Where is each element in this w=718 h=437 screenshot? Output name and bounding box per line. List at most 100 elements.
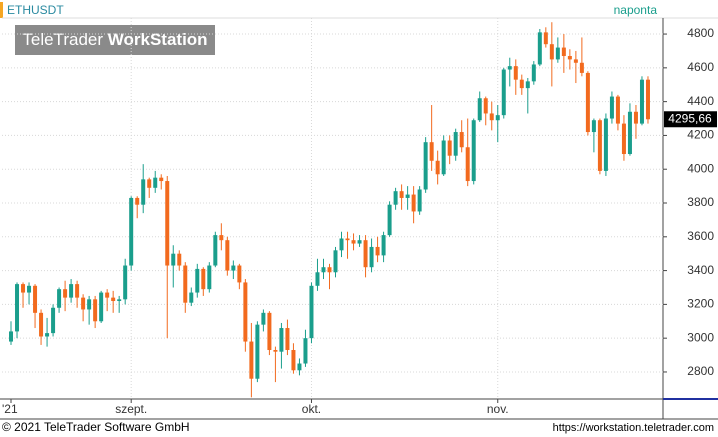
x-tick-label: szept. bbox=[115, 402, 147, 416]
watermark-box bbox=[15, 25, 215, 55]
candle-body bbox=[573, 59, 578, 63]
watermark: TeleTrader WorkStation bbox=[22, 30, 207, 49]
candle-body bbox=[123, 265, 128, 300]
candle-body bbox=[531, 64, 536, 82]
y-tick-label: 4000 bbox=[687, 161, 714, 175]
candle-body bbox=[507, 66, 512, 70]
candle-body bbox=[597, 120, 602, 171]
candle-body bbox=[15, 284, 20, 332]
candle-body bbox=[201, 268, 206, 290]
candle-body bbox=[51, 307, 56, 334]
candle-body bbox=[351, 240, 356, 244]
x-tick-label: okt. bbox=[302, 402, 321, 416]
candle-body bbox=[159, 177, 164, 182]
candle-body bbox=[435, 160, 440, 175]
candle-body bbox=[171, 253, 176, 266]
candle-body bbox=[621, 123, 626, 155]
candle-body bbox=[345, 238, 350, 241]
candle-body bbox=[249, 341, 254, 379]
candle-body bbox=[327, 267, 332, 273]
candle-body bbox=[405, 194, 410, 198]
candle-body bbox=[567, 56, 572, 60]
candle-body bbox=[369, 246, 374, 268]
candle-body bbox=[549, 44, 554, 60]
candle-body bbox=[429, 142, 434, 161]
candle-body bbox=[147, 179, 152, 188]
candle-body bbox=[639, 79, 644, 124]
candle-body bbox=[93, 299, 98, 322]
y-tick-label: 4800 bbox=[687, 26, 714, 40]
watermark-part: TeleTrader bbox=[22, 30, 107, 49]
candle-body bbox=[33, 285, 38, 313]
candle-body bbox=[603, 118, 608, 171]
y-tick-label: 3000 bbox=[687, 330, 714, 344]
candle-body bbox=[279, 328, 284, 352]
candle-body bbox=[579, 62, 584, 73]
candle-body bbox=[195, 268, 200, 293]
candle-body bbox=[465, 147, 470, 182]
candle-body bbox=[585, 72, 590, 133]
candle-body bbox=[183, 265, 188, 303]
candle-body bbox=[9, 331, 14, 342]
candle-body bbox=[513, 66, 518, 80]
y-tick-label: 4200 bbox=[687, 128, 714, 142]
candle-body bbox=[399, 191, 404, 198]
y-tick-label: 4400 bbox=[687, 94, 714, 108]
candle-body bbox=[489, 113, 494, 121]
candle-body bbox=[225, 240, 230, 271]
candle-body bbox=[387, 204, 392, 236]
candle-body bbox=[69, 284, 74, 298]
candle-body bbox=[447, 140, 452, 156]
candle-body bbox=[591, 120, 596, 133]
candle-body bbox=[63, 289, 68, 298]
candle-body bbox=[153, 177, 158, 188]
x-tick-label: '21 bbox=[2, 402, 18, 416]
candle-body bbox=[243, 282, 248, 342]
candle-body bbox=[141, 179, 146, 205]
candle-body bbox=[477, 98, 482, 121]
candle-body bbox=[81, 297, 86, 310]
candle-body bbox=[525, 81, 530, 89]
candle-body bbox=[357, 240, 362, 244]
candle-body bbox=[273, 350, 278, 352]
y-tick-label: 3400 bbox=[687, 263, 714, 277]
candle-body bbox=[561, 47, 566, 57]
candle-body bbox=[339, 238, 344, 251]
candle-body bbox=[291, 350, 296, 371]
candle-body bbox=[417, 189, 422, 212]
candle-body bbox=[111, 297, 116, 302]
candle-body bbox=[129, 197, 134, 266]
candle-body bbox=[45, 333, 50, 337]
candle-body bbox=[267, 312, 272, 351]
candle-body bbox=[39, 312, 44, 337]
candle-body bbox=[21, 284, 26, 293]
candle-body bbox=[87, 299, 92, 310]
candle-body bbox=[231, 265, 236, 271]
candle-body bbox=[297, 363, 302, 371]
y-tick-label: 4600 bbox=[687, 60, 714, 74]
y-tick-label: 3600 bbox=[687, 229, 714, 243]
candle-body bbox=[453, 132, 458, 156]
candle-body bbox=[237, 265, 242, 283]
candle-body bbox=[135, 197, 140, 205]
candle-body bbox=[321, 267, 326, 273]
last-price-label: 4295,66 bbox=[668, 111, 712, 125]
candle-body bbox=[303, 338, 308, 364]
candle-body bbox=[501, 69, 506, 116]
candle-body bbox=[117, 299, 122, 302]
y-tick-label: 3200 bbox=[687, 297, 714, 311]
y-tick-label: 2800 bbox=[687, 364, 714, 378]
candle-body bbox=[471, 120, 476, 182]
symbol: ETHUSDT bbox=[7, 3, 64, 17]
candle-body bbox=[411, 194, 416, 212]
y-tick-label: 3800 bbox=[687, 195, 714, 209]
candle-body bbox=[627, 111, 632, 155]
candle-body bbox=[213, 235, 218, 266]
candle-body bbox=[441, 140, 446, 175]
candle-body bbox=[285, 328, 290, 351]
candle-body bbox=[609, 96, 614, 119]
candle-body bbox=[381, 235, 386, 256]
